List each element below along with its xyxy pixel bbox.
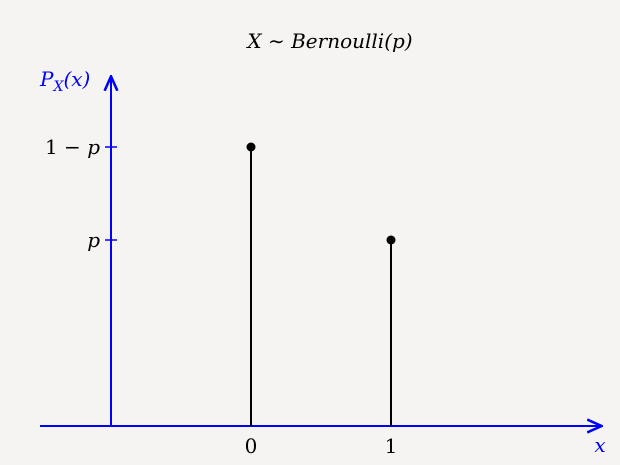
y-tick-label-0: 1 − p	[45, 135, 100, 159]
stem-point-0	[246, 142, 256, 152]
y-tick-label-1: p	[87, 228, 100, 252]
stem-point-1	[386, 235, 396, 245]
x-axis-label: x	[594, 433, 605, 457]
x-tick-label-1: 1	[385, 434, 398, 458]
y-ticks: 1 − p p	[45, 135, 117, 252]
stems	[246, 142, 396, 426]
x-tick-label-0: 0	[245, 434, 258, 458]
chart-title: X ∼ Bernoulli(p)	[245, 29, 412, 53]
y-axis-label: PX(x)	[39, 67, 90, 95]
